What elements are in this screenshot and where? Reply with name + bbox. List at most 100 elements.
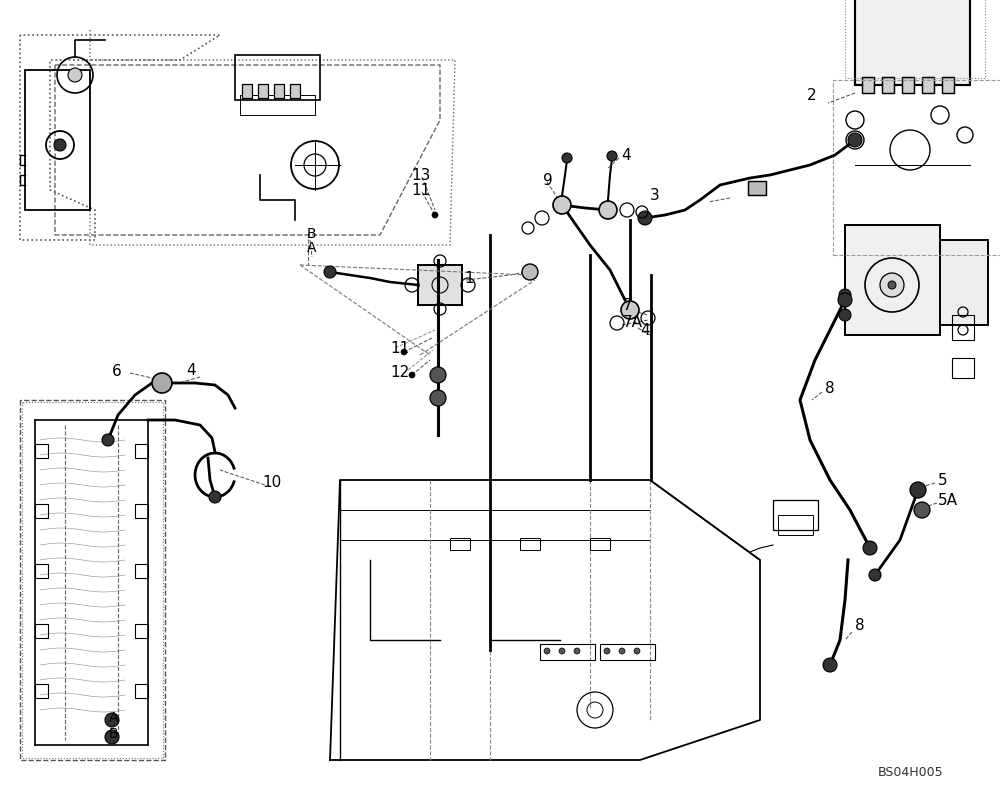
Circle shape bbox=[634, 648, 640, 654]
Bar bbox=[845, 225, 940, 335]
Text: A: A bbox=[307, 241, 317, 255]
Bar bbox=[450, 538, 470, 550]
Bar bbox=[845, 225, 940, 335]
Bar bbox=[235, 55, 320, 100]
Text: B: B bbox=[307, 227, 317, 241]
Text: 12: 12 bbox=[390, 364, 409, 379]
Text: 4: 4 bbox=[640, 322, 650, 337]
Bar bbox=[35, 564, 48, 578]
Bar bbox=[778, 515, 813, 535]
Bar bbox=[274, 84, 284, 98]
Bar bbox=[748, 181, 766, 195]
Circle shape bbox=[599, 201, 617, 219]
Bar bbox=[25, 70, 90, 210]
Text: 5: 5 bbox=[938, 473, 948, 488]
Text: A: A bbox=[109, 711, 119, 725]
Text: 7: 7 bbox=[623, 298, 633, 313]
Bar bbox=[240, 95, 315, 115]
Circle shape bbox=[430, 390, 446, 406]
Circle shape bbox=[863, 541, 877, 555]
Circle shape bbox=[401, 349, 407, 355]
Bar bbox=[942, 77, 954, 93]
Text: 4: 4 bbox=[186, 363, 196, 378]
Text: BS04H005: BS04H005 bbox=[878, 767, 944, 779]
Bar bbox=[418, 265, 462, 305]
Circle shape bbox=[409, 372, 415, 378]
Circle shape bbox=[105, 713, 119, 727]
Bar bbox=[922, 77, 934, 93]
Bar bbox=[135, 504, 148, 518]
Bar bbox=[290, 84, 300, 98]
Circle shape bbox=[562, 153, 572, 163]
Bar bbox=[135, 684, 148, 698]
Circle shape bbox=[823, 658, 837, 672]
Circle shape bbox=[430, 367, 446, 383]
Bar bbox=[135, 444, 148, 458]
Bar bbox=[833, 80, 1000, 255]
Bar bbox=[242, 84, 252, 98]
Bar bbox=[845, 0, 985, 78]
Bar bbox=[940, 240, 988, 325]
Text: 9: 9 bbox=[543, 173, 553, 188]
Bar bbox=[882, 77, 894, 93]
Bar bbox=[258, 84, 268, 98]
Text: B: B bbox=[109, 727, 119, 741]
Bar bbox=[35, 444, 48, 458]
Bar bbox=[922, 77, 934, 93]
Text: 7A: 7A bbox=[623, 314, 643, 329]
Circle shape bbox=[619, 648, 625, 654]
Circle shape bbox=[559, 648, 565, 654]
Circle shape bbox=[880, 273, 904, 297]
Bar bbox=[855, 0, 970, 85]
Bar bbox=[274, 84, 284, 98]
Bar bbox=[520, 538, 540, 550]
Circle shape bbox=[68, 68, 82, 82]
Circle shape bbox=[574, 648, 580, 654]
Bar bbox=[242, 84, 252, 98]
Bar bbox=[35, 504, 48, 518]
Bar bbox=[773, 500, 818, 530]
Text: 3: 3 bbox=[650, 188, 660, 203]
Bar bbox=[855, 0, 970, 85]
Circle shape bbox=[848, 133, 862, 147]
Circle shape bbox=[553, 196, 571, 214]
Circle shape bbox=[888, 281, 896, 289]
Circle shape bbox=[522, 264, 538, 280]
Circle shape bbox=[914, 502, 930, 518]
Bar bbox=[940, 240, 988, 325]
Circle shape bbox=[839, 309, 851, 321]
Bar bbox=[952, 358, 974, 378]
Text: 11: 11 bbox=[411, 182, 430, 197]
Bar bbox=[258, 84, 268, 98]
Bar bbox=[35, 684, 48, 698]
Bar bbox=[418, 265, 462, 305]
Bar bbox=[540, 644, 595, 660]
Circle shape bbox=[152, 373, 172, 393]
Text: 11: 11 bbox=[390, 341, 409, 356]
Bar bbox=[35, 624, 48, 638]
Circle shape bbox=[607, 151, 617, 161]
Circle shape bbox=[839, 289, 851, 301]
Text: 5A: 5A bbox=[938, 493, 958, 508]
Bar bbox=[135, 564, 148, 578]
Text: 4: 4 bbox=[621, 147, 631, 162]
Bar bbox=[590, 538, 610, 550]
Bar bbox=[135, 624, 148, 638]
Circle shape bbox=[910, 482, 926, 498]
Text: 13: 13 bbox=[411, 167, 430, 182]
Text: 6: 6 bbox=[112, 364, 122, 379]
Bar bbox=[902, 77, 914, 93]
Circle shape bbox=[102, 434, 114, 446]
Circle shape bbox=[638, 211, 652, 225]
Bar bbox=[942, 77, 954, 93]
Circle shape bbox=[544, 648, 550, 654]
Bar bbox=[862, 77, 874, 93]
Circle shape bbox=[869, 569, 881, 581]
Circle shape bbox=[432, 212, 438, 218]
Bar bbox=[862, 77, 874, 93]
Text: 8: 8 bbox=[855, 618, 865, 633]
Bar bbox=[882, 77, 894, 93]
Bar bbox=[902, 77, 914, 93]
Text: 1: 1 bbox=[464, 271, 474, 285]
Bar bbox=[290, 84, 300, 98]
